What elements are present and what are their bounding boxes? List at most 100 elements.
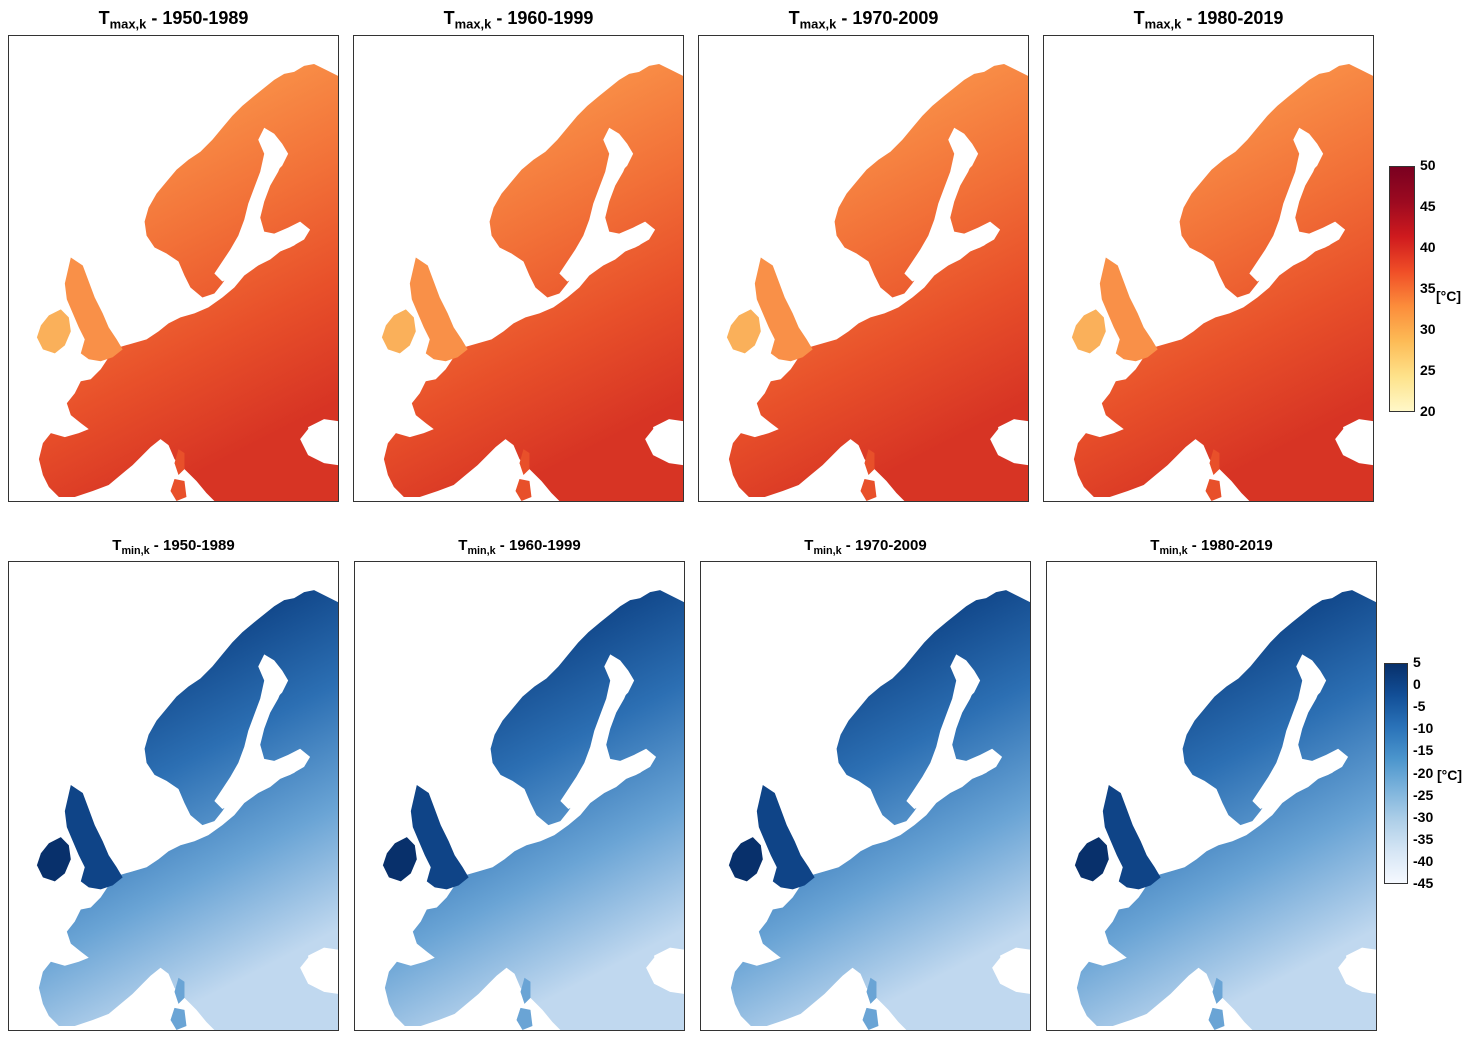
- panel-tmax-1980-2019: Tmax,k - 1980-2019: [1043, 4, 1374, 502]
- colorbar-tick-label: 35: [1420, 280, 1436, 296]
- panel-tmin-1970-2009: Tmin,k - 1970-2009: [700, 535, 1031, 1031]
- sea-east: [990, 425, 1028, 466]
- colorbar-tmax-unit: [°C]: [1436, 288, 1462, 304]
- sea-east: [646, 953, 684, 994]
- europe-map: [726, 63, 1028, 501]
- sea-east: [1335, 425, 1373, 466]
- sea-east: [300, 953, 338, 994]
- sea-baltic: [904, 147, 1001, 282]
- colorbar-tmin: 5 0 -5 -10 -15 -20 -25 -30 -35 -40 -45 [°C]: [1383, 654, 1467, 895]
- sea-east: [1338, 953, 1376, 994]
- period-label: - 1960-1999: [495, 537, 581, 554]
- variable-symbol: T: [804, 537, 814, 554]
- panel-tmin-1960-1999: Tmin,k - 1960-1999: [354, 535, 685, 1031]
- land-great-britain: [64, 784, 123, 890]
- period-label: - 1950-1989: [146, 8, 249, 28]
- land-sardinia: [516, 1007, 533, 1030]
- variable-symbol: T: [112, 537, 122, 554]
- land-great-britain: [754, 257, 813, 362]
- europe-map: [728, 590, 1030, 1030]
- panel-tmax-1970-2009: Tmax,k - 1970-2009: [698, 4, 1029, 502]
- sea-east: [300, 425, 338, 466]
- variable-subscript: min,k: [1159, 544, 1188, 557]
- land-sardinia: [170, 479, 187, 501]
- panel-title: Tmin,k - 1980-2019: [1046, 537, 1377, 557]
- panel-tmin-1980-2019: Tmin,k - 1980-2019: [1046, 535, 1377, 1031]
- map-frame: [700, 561, 1031, 1031]
- sea-east: [645, 425, 683, 466]
- land-sardinia: [515, 479, 532, 501]
- land-corsica: [174, 449, 185, 476]
- sea-baltic: [559, 147, 656, 282]
- period-label: - 1970-2009: [836, 8, 939, 28]
- colorbar-tick-label: -30: [1413, 808, 1434, 825]
- period-label: - 1950-1989: [149, 537, 235, 554]
- land-sardinia: [170, 1007, 187, 1030]
- period-label: - 1980-2019: [1181, 8, 1284, 28]
- land-sardinia: [1208, 1007, 1225, 1030]
- variable-symbol: T: [443, 8, 455, 28]
- map-frame: [353, 35, 684, 502]
- variable-symbol: T: [98, 8, 110, 28]
- land-corsica: [1209, 449, 1220, 476]
- panel-title: Tmin,k - 1960-1999: [354, 537, 685, 557]
- panel-tmax-1950-1989: Tmax,k - 1950-1989: [8, 4, 339, 502]
- sea-baltic: [560, 674, 657, 810]
- colorbar-tick-label: -35: [1413, 830, 1434, 847]
- colorbar-tick-label: -40: [1413, 852, 1434, 869]
- sea-baltic: [214, 147, 311, 282]
- land-ireland: [728, 837, 763, 882]
- panel-title: Tmin,k - 1950-1989: [8, 537, 339, 557]
- period-label: - 1970-2009: [841, 537, 927, 554]
- period-label: - 1960-1999: [491, 8, 594, 28]
- land-great-britain: [410, 784, 469, 890]
- land-ireland: [381, 309, 416, 354]
- panel-title: Tmin,k - 1970-2009: [700, 537, 1031, 557]
- variable-subscript: max,k: [1144, 16, 1182, 32]
- panel-title: Tmax,k - 1970-2009: [698, 8, 1029, 32]
- colorbar-tmin-gradient: [1384, 663, 1408, 884]
- variable-subscript: max,k: [799, 16, 837, 32]
- variable-symbol: T: [788, 8, 800, 28]
- land-sardinia: [862, 1007, 879, 1030]
- variable-subscript: min,k: [813, 544, 842, 557]
- variable-subscript: min,k: [467, 544, 496, 557]
- land-corsica: [519, 449, 530, 476]
- land-corsica: [864, 449, 875, 476]
- sea-baltic: [906, 674, 1003, 810]
- land-sardinia: [1205, 479, 1222, 501]
- colorbar-tick-label: -25: [1413, 786, 1434, 803]
- variable-symbol: T: [458, 537, 468, 554]
- land-corsica: [866, 977, 877, 1004]
- colorbar-tick-label: -5: [1413, 698, 1426, 715]
- map-frame: [354, 561, 685, 1031]
- land-great-britain: [1099, 257, 1158, 362]
- variable-subscript: max,k: [109, 16, 147, 32]
- land-ireland: [1074, 837, 1109, 882]
- europe-map: [36, 590, 338, 1030]
- europe-map: [1071, 63, 1373, 501]
- colorbar-tick-label: -20: [1413, 764, 1434, 781]
- variable-symbol: T: [1133, 8, 1145, 28]
- variable-subscript: min,k: [121, 544, 150, 557]
- land-great-britain: [1102, 784, 1161, 890]
- colorbar-tick-label: 50: [1420, 157, 1436, 173]
- panel-title: Tmax,k - 1960-1999: [353, 8, 684, 32]
- europe-map: [382, 590, 684, 1030]
- variable-subscript: max,k: [454, 16, 492, 32]
- colorbar-tick-label: 20: [1420, 403, 1436, 419]
- europe-map: [36, 63, 338, 501]
- colorbar-tick-label: 40: [1420, 239, 1436, 255]
- land-great-britain: [756, 784, 815, 890]
- europe-map: [381, 63, 683, 501]
- map-frame: [8, 35, 339, 502]
- land-ireland: [36, 837, 71, 882]
- colorbar-tick-label: 0: [1413, 676, 1421, 693]
- land-great-britain: [64, 257, 123, 362]
- panel-title: Tmax,k - 1980-2019: [1043, 8, 1374, 32]
- colorbar-tmax: 50 45 40 35 30 25 20 [°C]: [1388, 157, 1468, 430]
- map-frame: [8, 561, 339, 1031]
- map-frame: [1046, 561, 1377, 1031]
- land-ireland: [1071, 309, 1106, 354]
- colorbar-tick-label: 45: [1420, 198, 1436, 214]
